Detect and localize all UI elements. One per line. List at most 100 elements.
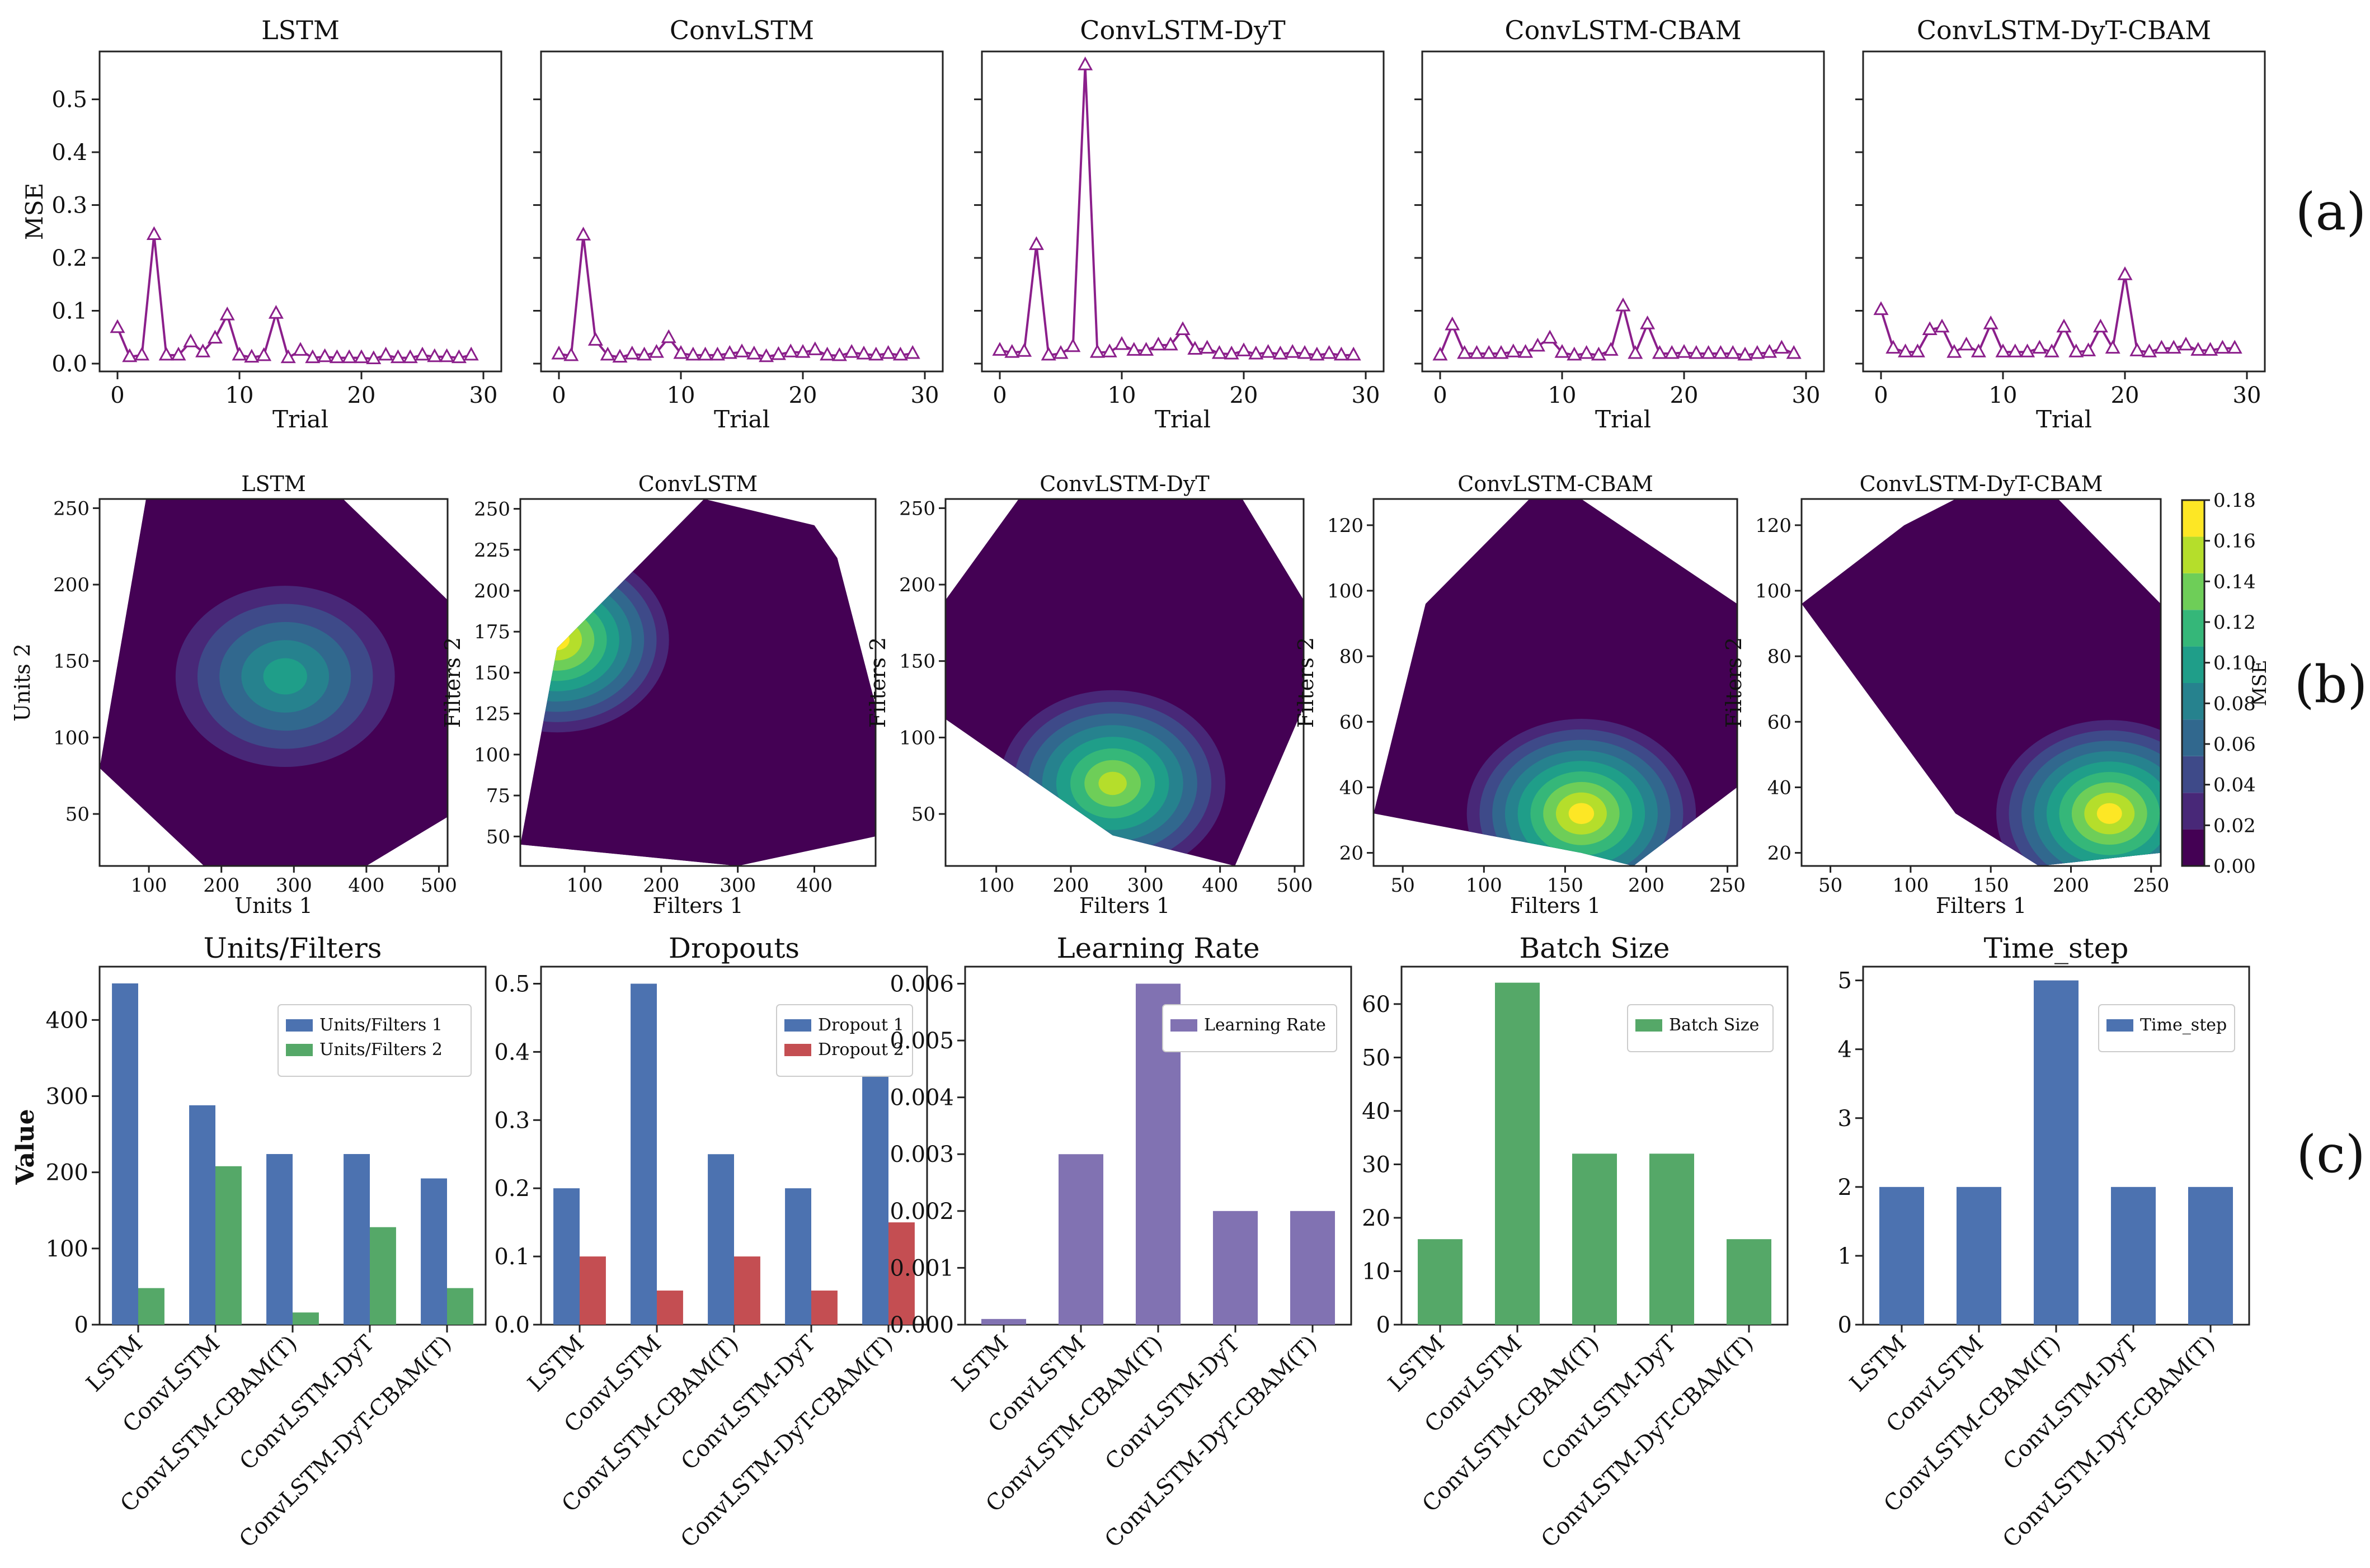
legend-label: Dropout 2 [818, 1040, 904, 1060]
mse-contour-plot: ConvLSTM-DyT 100 200 300 400 500 50 100 150 200 25… [866, 472, 1313, 918]
data-point [463, 346, 479, 361]
y-tick-label: 0 [74, 1312, 88, 1338]
hyperparameter-bar-chart: Time_step012345LSTMConvLSTMConvLSTM-CBAM… [1838, 932, 2250, 1553]
data-point [1261, 344, 1276, 358]
y-tick-label: 0.1 [51, 299, 87, 324]
data-point [624, 345, 640, 360]
bar [1417, 1239, 1463, 1325]
data-point [2020, 343, 2035, 357]
data-point [1652, 345, 1667, 359]
data-point [1457, 345, 1473, 359]
colorbar-tick-label: 0.04 [2213, 774, 2256, 797]
data-point [402, 349, 418, 364]
y-tick-label: 0.003 [890, 1142, 954, 1167]
y-tick-label: 125 [474, 703, 510, 726]
x-tick-label: 0 [993, 383, 1007, 408]
data-point [1530, 337, 1545, 352]
y-tick-label: 100 [1755, 580, 1791, 602]
chart-title: LSTM [261, 15, 340, 45]
y-tick-label: 250 [899, 497, 935, 520]
data-point [2092, 318, 2108, 333]
data-point [1065, 338, 1081, 352]
x-tick-label: 30 [2233, 383, 2261, 408]
colorbar-segment [2182, 793, 2204, 830]
y-tick-label: 0.4 [51, 140, 87, 166]
x-axis-label: Filters 1 [1936, 893, 2026, 918]
category-label: LSTM [523, 1331, 590, 1397]
chart-title: ConvLSTM-DyT-CBAM [1917, 15, 2211, 45]
y-tick-label: 100 [899, 727, 935, 749]
data-point [1028, 236, 1044, 250]
colorbar-tick-label: 0.16 [2213, 530, 2256, 553]
data-point [1713, 345, 1728, 359]
x-tick-label: 30 [911, 383, 939, 408]
contour-band [1098, 771, 1127, 795]
x-tick-label: 10 [1548, 383, 1577, 408]
data-point [1322, 345, 1337, 359]
data-point [1432, 346, 1448, 361]
mse-trial-chart: LSTM 0.0 0.1 0.2 0.3 0.4 0.5 0 10 20 30 Trial MSE [21, 15, 502, 433]
mse-trial-chart: ConvLSTM-DyT 0 10 20 30 Trial [974, 15, 1385, 433]
category-label: LSTM [82, 1331, 148, 1397]
bar [553, 1188, 580, 1325]
x-tick-label: 200 [643, 874, 679, 897]
data-point [427, 348, 443, 362]
x-tick-label: 0 [110, 383, 124, 408]
category-label: ConvLSTM-DyT [676, 1330, 821, 1475]
colorbar-segment [2182, 719, 2204, 756]
y-tick-label: 5 [1838, 968, 1852, 994]
data-point [2117, 266, 2133, 280]
x-tick-label: 300 [276, 874, 312, 897]
data-point [992, 342, 1008, 356]
mse-series-line [1880, 274, 2235, 355]
x-tick-label: 200 [1053, 874, 1089, 897]
data-point [1041, 346, 1056, 361]
data-point [1272, 345, 1288, 360]
data-point [844, 344, 859, 358]
y-tick-label: 100 [1327, 580, 1363, 602]
x-axis-label: Trial [714, 406, 770, 433]
data-point [1089, 344, 1105, 358]
x-tick-label: 10 [225, 383, 254, 408]
data-point [1493, 345, 1509, 359]
y-tick-label: 150 [899, 651, 935, 673]
data-point [1175, 321, 1191, 336]
data-point [110, 319, 125, 333]
data-point [280, 349, 296, 364]
x-tick-label: 400 [796, 874, 833, 897]
data-point [1664, 345, 1680, 359]
hyperparameter-bar-chart: Learning Rate 0.000 0.001 0.002 0.003 0.004 0.… [890, 932, 1352, 1553]
category-label: ConvLSTM-DyT [1101, 1330, 1245, 1475]
y-tick-label: 225 [474, 539, 510, 562]
category-label: LSTM [1384, 1331, 1450, 1397]
x-tick-label: 200 [2053, 874, 2089, 897]
plot-frame [98, 50, 502, 373]
x-tick-label: 100 [567, 874, 603, 897]
legend-swatch [1635, 1019, 1662, 1032]
y-tick-label: 0.2 [51, 246, 87, 271]
data-point [1701, 345, 1717, 359]
x-axis-label: Trial [2036, 406, 2092, 433]
y-tick-label: 100 [53, 727, 90, 749]
x-tick-label: 100 [1892, 874, 1929, 897]
data-point [1542, 329, 1558, 344]
bar [2110, 1186, 2156, 1325]
legend-box [278, 1004, 472, 1077]
x-tick-label: 30 [1792, 383, 1821, 408]
data-point [2166, 340, 2181, 354]
category-label: LSTM [1845, 1331, 1912, 1397]
bar [811, 1291, 838, 1325]
data-point [563, 347, 579, 361]
x-tick-label: 250 [1709, 874, 1746, 897]
x-tick-label: 300 [720, 874, 756, 897]
bar [2033, 980, 2079, 1325]
data-point [1017, 343, 1032, 357]
contour-band [520, 609, 595, 671]
y-tick-label: 0.5 [51, 87, 87, 113]
bar [138, 1288, 164, 1325]
x-tick-label: 500 [1277, 874, 1313, 897]
mse-trial-chart: ConvLSTM 0 10 20 30 Trial [533, 15, 944, 433]
y-tick-label: 0 [1376, 1312, 1390, 1338]
data-point [1211, 345, 1227, 359]
colorbar-tick-label: 0.08 [2213, 693, 2256, 715]
